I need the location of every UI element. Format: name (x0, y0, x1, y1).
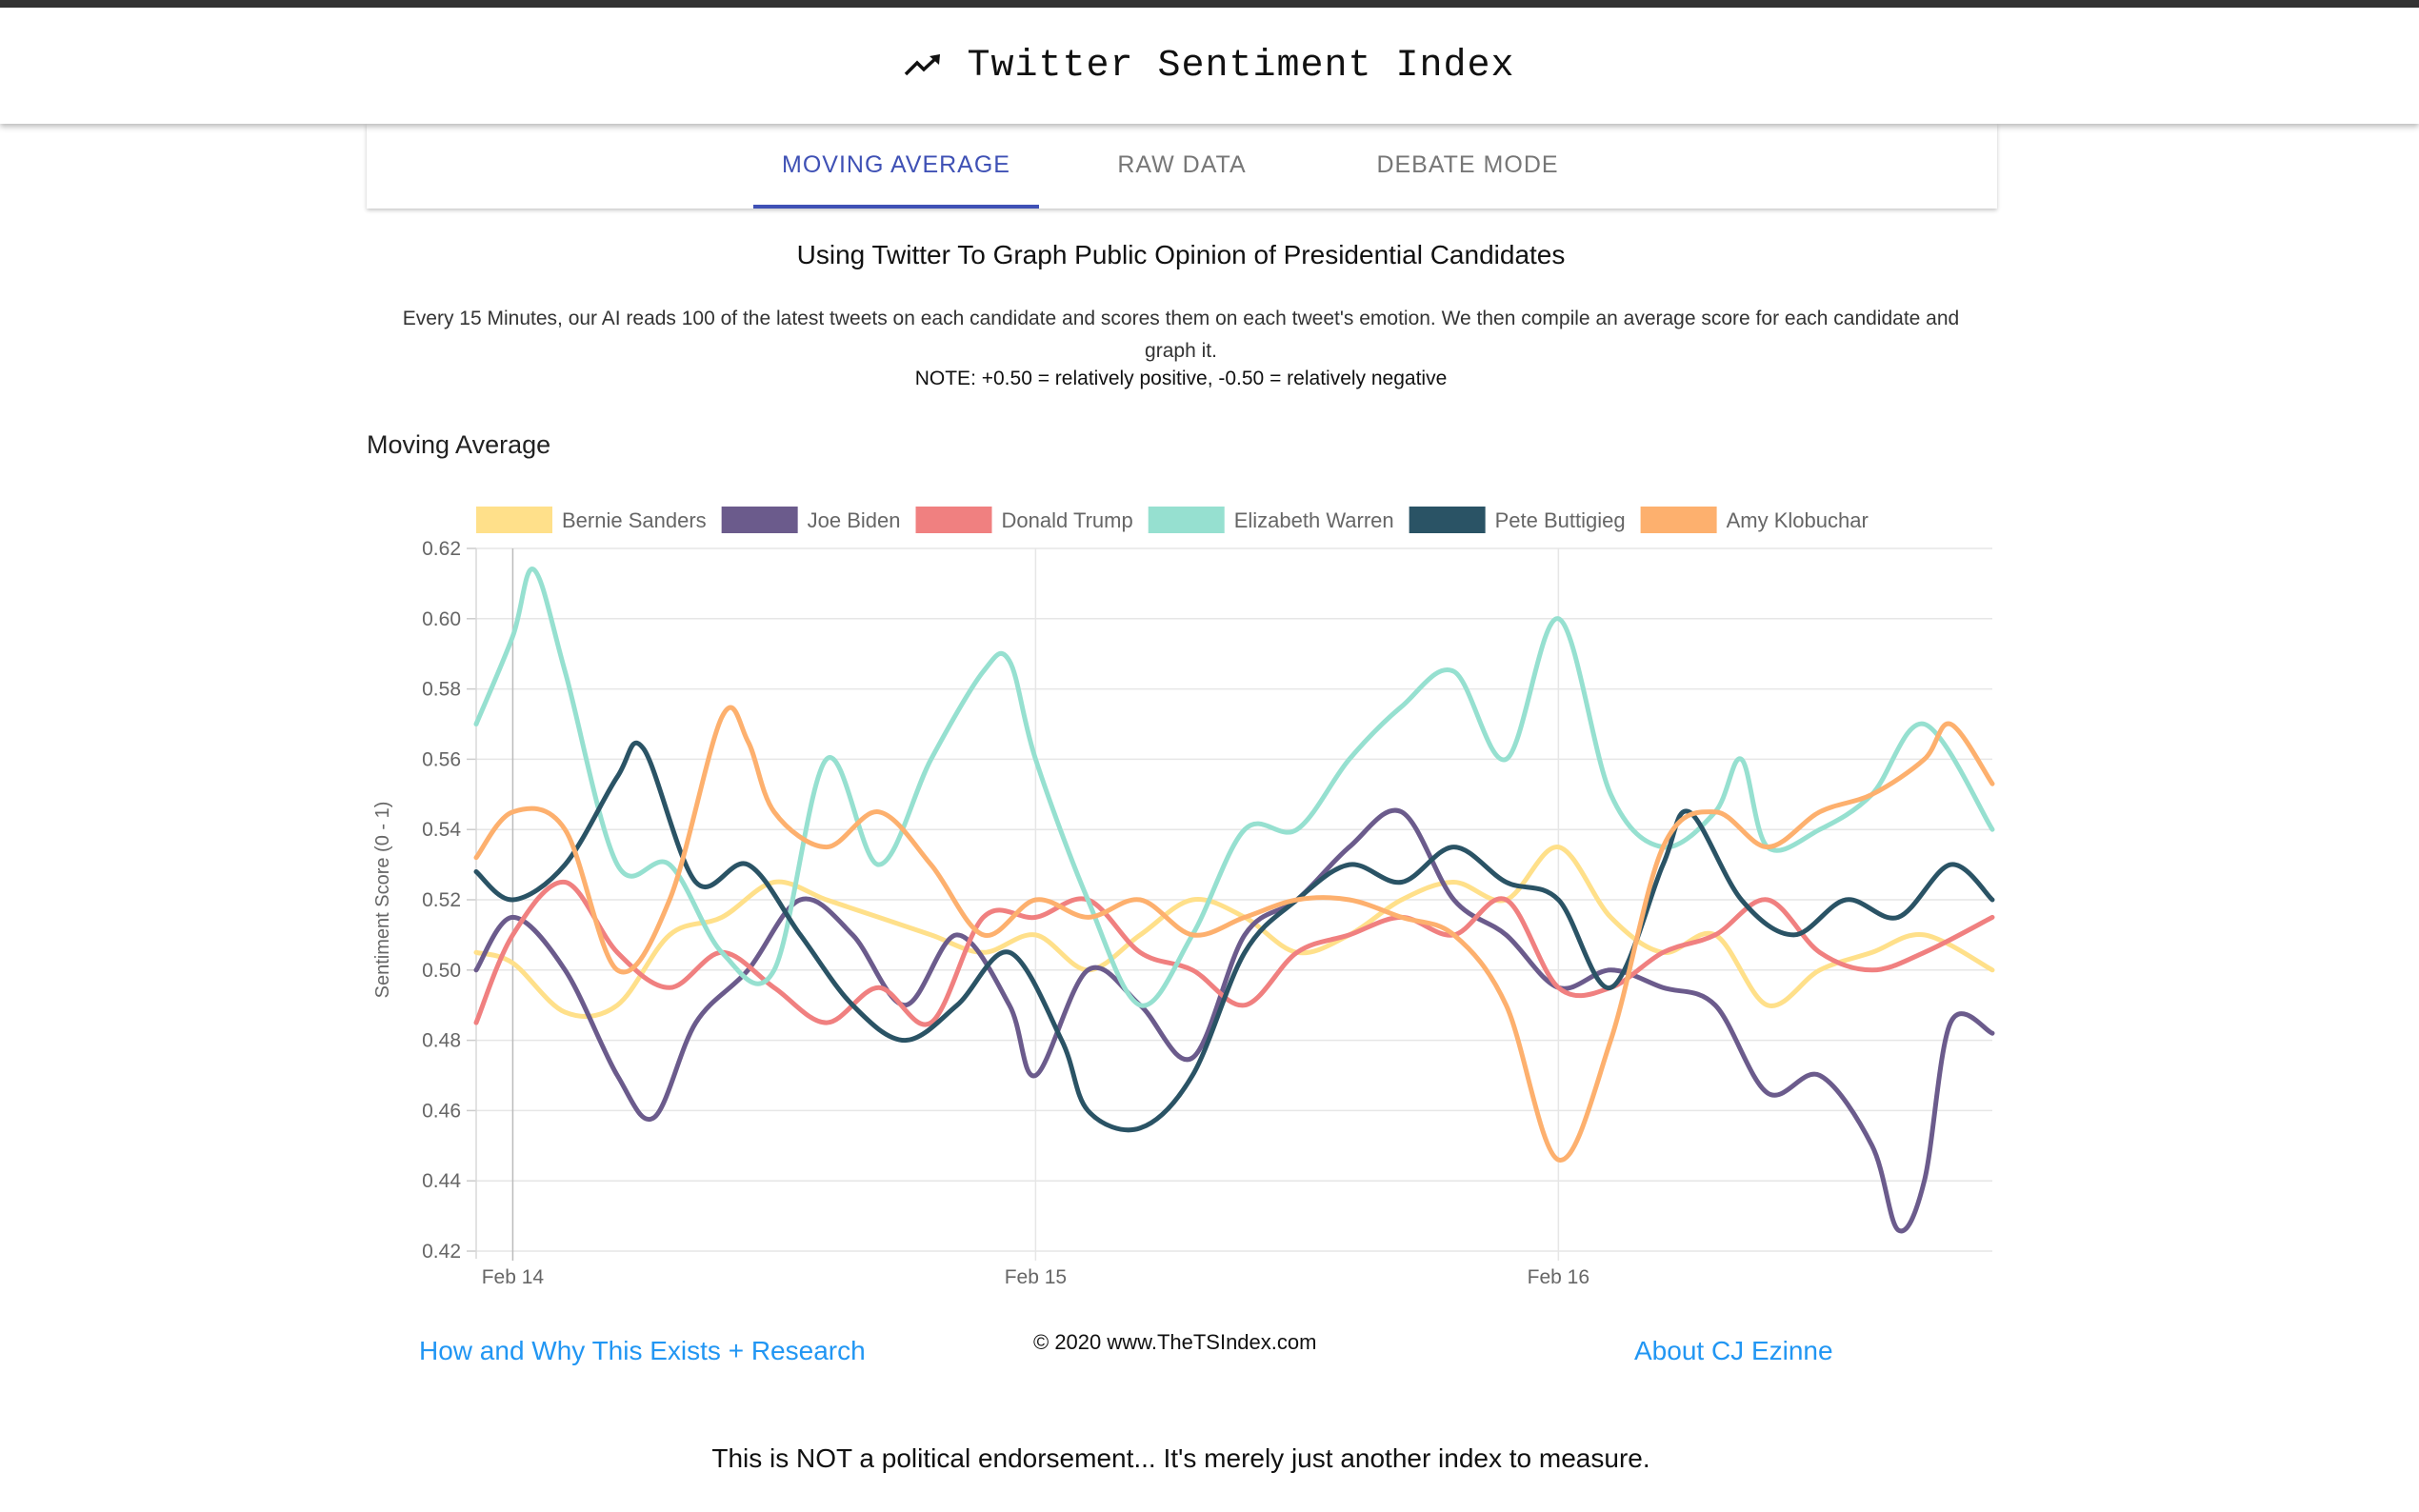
section-title: Moving Average (367, 430, 551, 459)
legend-label-bernie-sanders[interactable]: Bernie Sanders (562, 508, 707, 532)
tab-moving-average[interactable]: MOVING AVERAGE (753, 124, 1039, 209)
trending-up-icon (905, 54, 941, 76)
series-line-bernie-sanders (473, 845, 1995, 1020)
sentiment-line-chart: Bernie Sanders Joe Biden Donald Trump Eliza… (372, 507, 1995, 1288)
y-tick-label: 0.48 (422, 1030, 461, 1052)
legend-label-pete-buttigieg[interactable]: Pete Buttigieg (1495, 508, 1626, 532)
y-tick-label: 0.52 (422, 889, 461, 911)
tab-label: RAW DATA (1117, 151, 1247, 178)
y-tick-label: 0.58 (422, 679, 461, 701)
y-tick-label: 0.54 (422, 819, 461, 841)
legend-swatch-pete-buttigieg[interactable] (1409, 507, 1486, 533)
page-headline: Using Twitter To Graph Public Opinion of… (796, 240, 1566, 269)
legend-label-joe-biden[interactable]: Joe Biden (808, 508, 901, 532)
legend-label-donald-trump[interactable]: Donald Trump (1002, 508, 1133, 532)
series-line-joe-biden (473, 807, 1995, 1234)
y-tick-label: 0.60 (422, 608, 461, 630)
legend-swatch-joe-biden[interactable] (721, 507, 798, 533)
window-top-border (0, 0, 2419, 8)
copyright-text: © 2020 www.TheTSIndex.com (1033, 1330, 1317, 1354)
chart-legend: Bernie Sanders Joe Biden Donald Trump Eliza… (476, 507, 1869, 533)
app-title-text: Twitter Sentiment Index (967, 44, 1515, 88)
x-axis: Feb 14 Feb 15 Feb 16 (482, 1266, 1589, 1288)
y-tick-label: 0.44 (422, 1170, 461, 1192)
y-tick-label: 0.42 (422, 1241, 461, 1263)
y-tick-label: 0.50 (422, 960, 461, 982)
series-line-amy-klobuchar (473, 705, 1995, 1163)
series-line-donald-trump (473, 879, 1995, 1027)
legend-swatch-bernie-sanders[interactable] (476, 507, 552, 533)
how-and-why-link[interactable]: How and Why This Exists + Research (419, 1336, 866, 1365)
y-tick-label: 0.56 (422, 748, 461, 770)
app-title: Twitter Sentiment Index (904, 45, 1514, 88)
x-tick-label: Feb 14 (482, 1266, 545, 1288)
series-line-pete-buttigieg (473, 740, 1995, 1133)
tab-bar: MOVING AVERAGE RAW DATA DEBATE MODE (367, 124, 1997, 209)
x-tick-label: Feb 15 (1005, 1266, 1067, 1288)
legend-swatch-elizabeth-warren[interactable] (1148, 507, 1225, 533)
y-axis: 0.62 0.60 0.58 0.56 0.54 0.52 0.50 0.48 0.46 0.44… (422, 538, 461, 1263)
y-axis-label: Sentiment Score (0 - 1) (372, 802, 393, 999)
legend-swatch-amy-klobuchar[interactable] (1640, 507, 1717, 533)
legend-label-elizabeth-warren[interactable]: Elizabeth Warren (1234, 508, 1394, 532)
tab-label: MOVING AVERAGE (782, 151, 1010, 178)
chart-series (473, 567, 1995, 1234)
score-note: NOTE: +0.50 = relatively positive, -0.50… (914, 368, 1448, 389)
legend-label-amy-klobuchar[interactable]: Amy Klobuchar (1727, 508, 1869, 532)
active-tab-indicator (753, 205, 1039, 209)
about-author-link[interactable]: About CJ Ezinne (1634, 1336, 1833, 1365)
tab-label: DEBATE MODE (1376, 151, 1559, 178)
x-tick-label: Feb 16 (1528, 1266, 1589, 1288)
tab-debate-mode[interactable]: DEBATE MODE (1325, 124, 1610, 209)
page-description: Every 15 Minutes, our AI reads 100 of th… (402, 308, 1960, 362)
legend-swatch-donald-trump[interactable] (915, 507, 992, 533)
disclaimer-text: This is NOT a political endorsement... I… (711, 1443, 1650, 1473)
y-tick-label: 0.46 (422, 1100, 461, 1122)
y-tick-label: 0.62 (422, 538, 461, 560)
series-line-elizabeth-warren (473, 567, 1995, 1008)
app-bar: Twitter Sentiment Index (0, 8, 2419, 124)
tab-raw-data[interactable]: RAW DATA (1039, 124, 1325, 209)
